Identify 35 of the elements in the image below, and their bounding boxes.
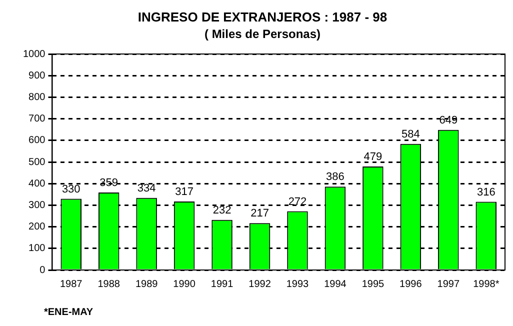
data-label: 330 [62,183,80,196]
x-tick-label: 1990 [173,278,196,290]
y-tick-label: 1000 [22,48,46,60]
y-tick-label: 0 [40,264,46,276]
x-tick-label: 1997 [437,278,460,290]
x-tick-label: 1998* [473,278,500,290]
y-tick-label: 300 [28,200,46,211]
text: *ENE-MAY [44,307,94,318]
x-tick-label: 1993 [286,278,310,290]
y-tick-label: 500 [28,156,46,168]
data-label: 232 [212,204,232,216]
y-tick-label: 400 [28,178,46,190]
x-tick-label: 1989 [135,278,158,290]
data-label: 317 [175,186,194,198]
chart-subtitle: ( Miles de Personas) [204,27,321,42]
y-tick-label: 800 [28,92,46,103]
data-label: 334 [137,182,156,194]
chart-title: INGRESO DE EXTRANJEROS : 1987 - 98 [138,9,388,24]
x-tick-label: 1996 [400,278,422,290]
data-label: 217 [250,208,269,220]
data-label: 584 [401,128,420,140]
y-tick-label: 600 [28,135,46,146]
x-tick-label: 1991 [210,278,234,290]
x-tick-label: 1987 [60,278,83,290]
x-tick-label: 1988 [98,278,120,290]
data-label: 386 [326,171,344,184]
x-tick-label: 1995 [362,278,385,290]
x-tick-label: 1992 [248,278,272,290]
y-tick-label: 200 [28,222,46,233]
y-tick-label: 700 [28,114,46,125]
y-tick-label: 900 [28,70,46,82]
data-label: 316 [476,186,496,198]
x-tick-label: 1994 [324,278,347,290]
y-tick-label: 100 [28,243,46,254]
data-label: 479 [364,151,382,164]
